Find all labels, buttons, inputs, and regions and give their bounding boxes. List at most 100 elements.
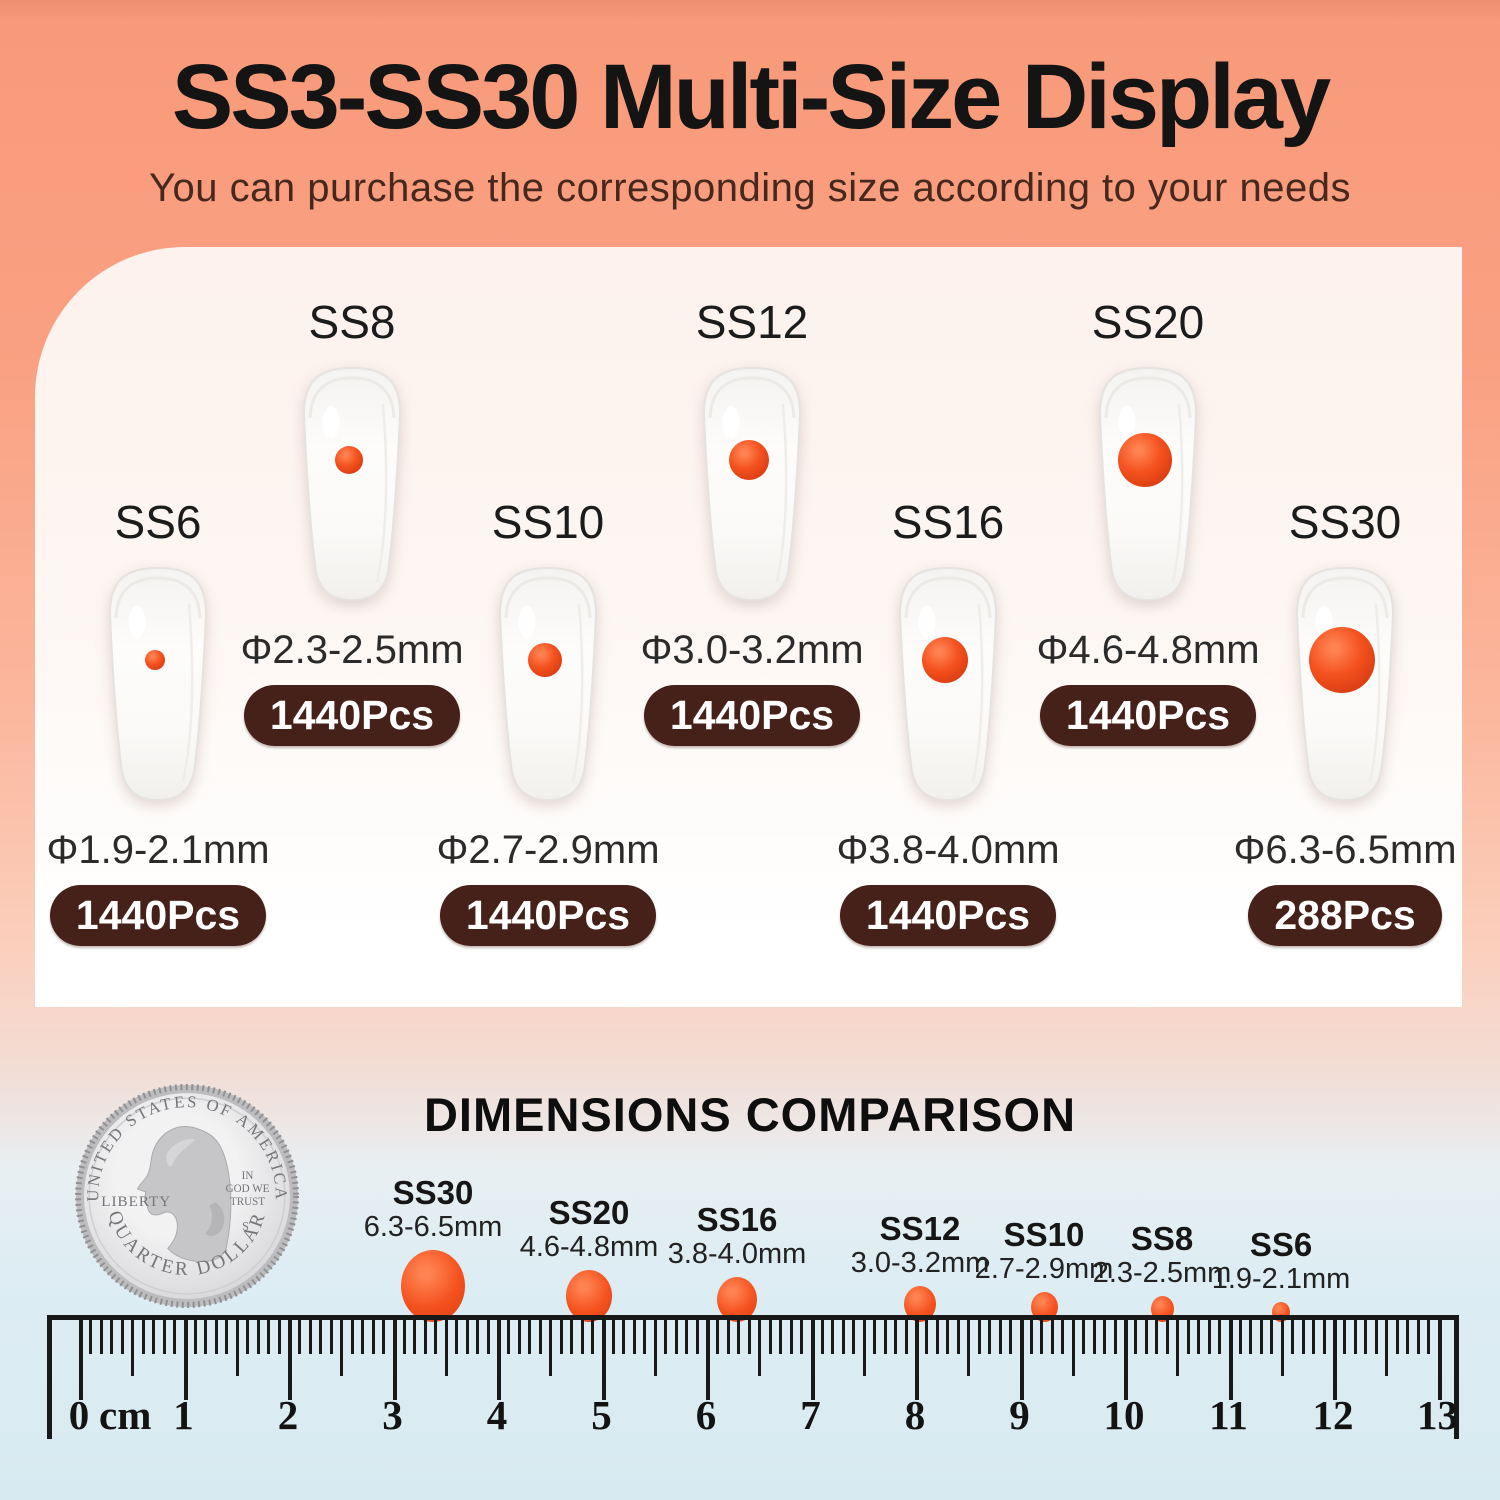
ruler-mm-tick (1040, 1320, 1044, 1354)
ruler-mm-tick (444, 1320, 448, 1376)
ruler-cm-tick (288, 1320, 292, 1400)
ruler-mm-tick (277, 1320, 281, 1354)
ruler-cm-tick (810, 1320, 815, 1400)
ruler-mm-tick (800, 1320, 804, 1354)
diameter-label: Φ1.9-2.1mm (46, 828, 270, 872)
ruler-mm-tick (1176, 1320, 1180, 1376)
ruler-mm-tick (214, 1320, 218, 1354)
ruler-mm-tick (371, 1320, 375, 1354)
ruler-cm-tick (392, 1320, 397, 1400)
ruler-unit-label: cm (99, 1392, 152, 1438)
ruler-mm-tick (361, 1320, 365, 1354)
ruler-cm-tick (706, 1320, 710, 1400)
rhinestone-dot (401, 1250, 465, 1322)
comparison-item: SS8 2.3-2.5mm (1067, 1221, 1257, 1322)
comparison-size-name: SS10 (1003, 1216, 1085, 1253)
ruler-mm-tick (141, 1320, 145, 1354)
ruler-mm-tick (434, 1320, 438, 1354)
ruler-mm-tick (267, 1320, 271, 1354)
ruler-mm-tick (559, 1320, 563, 1354)
ruler-mm-tick (173, 1320, 177, 1354)
ruler-mm-tick (632, 1320, 636, 1354)
ruler-mm-tick (131, 1320, 135, 1376)
comparison-size-range: 3.8-4.0mm (667, 1238, 807, 1270)
nail-tip-image (1098, 366, 1198, 602)
size-card-ss16: SS16 Φ3.8-4.0mm 1440Pcs (836, 496, 1060, 946)
ruler-cm-tick (183, 1320, 188, 1400)
rhinestone-dot (717, 1277, 757, 1322)
ruler-mm-tick (1427, 1320, 1431, 1354)
ruler-mm-tick (110, 1320, 114, 1354)
size-name-label: SS12 (695, 296, 809, 348)
ruler-mm-tick (789, 1320, 793, 1354)
ruler-mm-tick (622, 1320, 626, 1354)
coin-motto-line1: IN (242, 1170, 254, 1182)
ruler-mm-tick (1353, 1320, 1357, 1354)
ruler-mm-tick (862, 1320, 866, 1376)
ruler-cm-tick (1437, 1320, 1442, 1400)
ruler-mm-tick (998, 1320, 1002, 1354)
ruler-mm-tick (737, 1320, 741, 1354)
sizes-panel: SS6 Φ1.9-2.1mm 1440Pcs SS8 Φ2.3-2.5mm 14… (35, 247, 1462, 1007)
ruler-mm-tick (423, 1320, 427, 1354)
nail-tip-image (702, 366, 802, 602)
comparison-size-range: 1.9-2.1mm (1211, 1263, 1351, 1295)
pieces-badge: 1440Pcs (643, 685, 861, 746)
ruler-mm-tick (873, 1320, 877, 1354)
comparison-size-range: 6.3-6.5mm (363, 1211, 503, 1243)
rhinestone-gem (1118, 433, 1172, 487)
comparison-size-name: SS20 (548, 1194, 630, 1231)
diameter-label: Φ4.6-4.8mm (1036, 628, 1260, 672)
coin-ridges (75, 1084, 299, 1308)
ruler-cm-tick (1228, 1320, 1233, 1400)
ruler-mm-tick (1029, 1320, 1033, 1354)
comparison-item: SS20 4.6-4.8mm (494, 1195, 684, 1322)
ruler-top-line (47, 1315, 1459, 1320)
ruler-mm-tick (1155, 1320, 1159, 1354)
ruler-number-1: 1 (173, 1392, 194, 1438)
ruler-mm-tick (935, 1320, 939, 1354)
ruler-mm-tick (1092, 1320, 1096, 1354)
rhinestone-gem (729, 440, 769, 480)
ruler-mm-tick (1165, 1320, 1169, 1354)
nail-highlight (918, 606, 936, 638)
ruler-mm-tick (1197, 1320, 1201, 1354)
ruler-cm-tick (1124, 1320, 1128, 1400)
ruler-mm-tick (340, 1320, 344, 1376)
size-name-label: SS6 (114, 496, 202, 548)
comparison-title: DIMENSIONS COMPARISON (423, 1088, 1077, 1141)
pieces-badge: 1440Pcs (243, 685, 461, 746)
nail-highlight (128, 606, 146, 638)
ruler-mm-tick (1416, 1320, 1420, 1354)
ruler-mm-tick (611, 1320, 615, 1354)
comparison-size-name: SS30 (392, 1174, 474, 1211)
ruler-number-13: 13 (1417, 1392, 1458, 1438)
ruler-mm-tick (538, 1320, 542, 1354)
ruler-number-11: 11 (1209, 1392, 1248, 1438)
ruler-mm-tick (1218, 1320, 1222, 1354)
ruler-mm-tick (726, 1320, 730, 1354)
ruler-mm-tick (549, 1320, 553, 1376)
ruler-number-7: 7 (800, 1392, 821, 1438)
ruler-mm-tick (1270, 1320, 1274, 1354)
ruler-mm-tick (246, 1320, 250, 1354)
ruler-mm-tick (193, 1320, 197, 1354)
size-card-ss10: SS10 Φ2.7-2.9mm 1440Pcs (436, 496, 660, 946)
ruler-number-8: 8 (904, 1392, 926, 1438)
quarter-coin-image: UNITED STATES OF AMERICA QUARTER DOLLAR … (75, 1084, 299, 1308)
ruler-mm-tick (402, 1320, 406, 1354)
nail-tip-image (302, 366, 402, 602)
size-card-ss8: SS8 Φ2.3-2.5mm 1440Pcs (240, 296, 464, 746)
ruler-mm-tick (685, 1320, 689, 1354)
ruler-mm-tick (1134, 1320, 1138, 1354)
diameter-label: Φ2.7-2.9mm (436, 828, 660, 872)
ruler-mm-tick (946, 1320, 950, 1354)
pieces-badge: 1440Pcs (1039, 685, 1257, 746)
size-card-ss12: SS12 Φ3.0-3.2mm 1440Pcs (640, 296, 864, 746)
comparison-item: SS10 2.7-2.9mm (949, 1217, 1139, 1322)
ruler-number-3: 3 (382, 1392, 403, 1438)
ruler-mm-tick (99, 1320, 103, 1354)
ruler-mm-tick (653, 1320, 657, 1376)
ruler-mm-tick (1113, 1320, 1117, 1354)
